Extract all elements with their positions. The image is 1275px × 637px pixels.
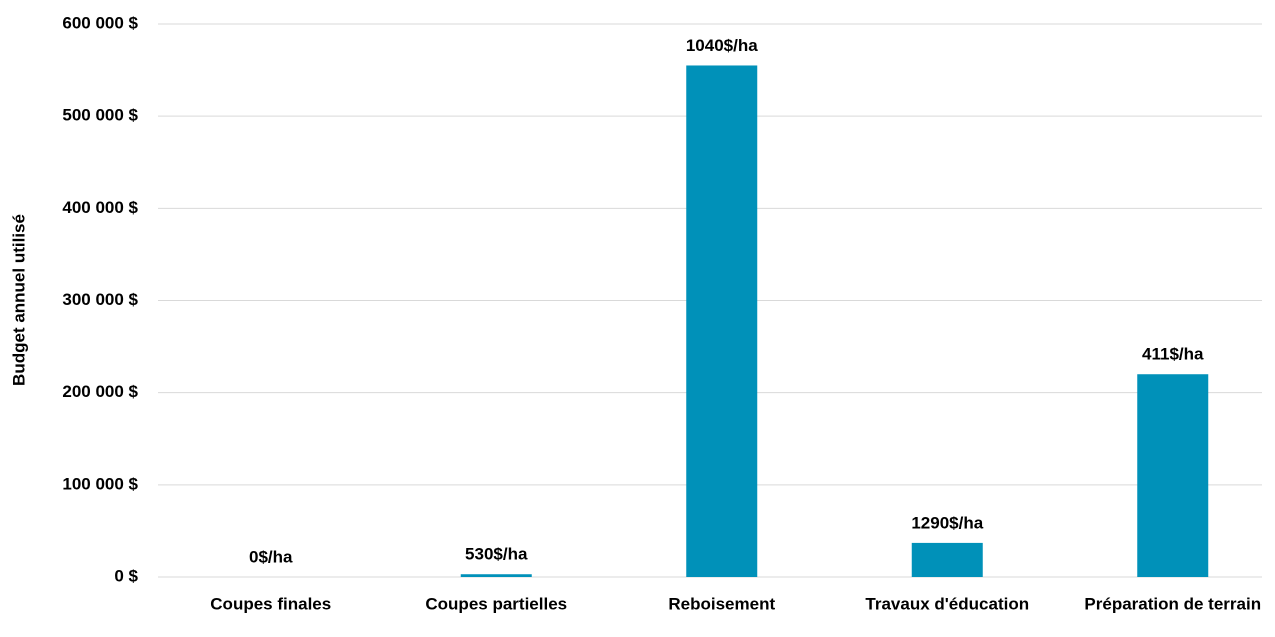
x-tick-label: Préparation de terrain xyxy=(1084,594,1261,613)
y-tick-label: 600 000 $ xyxy=(62,13,138,32)
bar xyxy=(686,65,758,577)
y-tick-label: 0 $ xyxy=(114,566,138,585)
x-tick-label: Coupes finales xyxy=(210,594,331,613)
x-tick-label: Coupes partielles xyxy=(425,594,567,613)
bar xyxy=(911,542,983,577)
bar-annotation: 411$/ha xyxy=(1142,345,1204,364)
y-tick-label: 200 000 $ xyxy=(62,382,138,401)
bar xyxy=(460,574,532,577)
bar-annotation: 1290$/ha xyxy=(911,513,983,532)
x-tick-label: Travaux d'éducation xyxy=(865,594,1029,613)
y-tick-label: 100 000 $ xyxy=(62,474,138,493)
y-tick-label: 400 000 $ xyxy=(62,198,138,217)
y-tick-label: 300 000 $ xyxy=(62,290,138,309)
bar-annotation: 530$/ha xyxy=(465,545,528,564)
y-axis-title: Budget annuel utilisé xyxy=(9,214,28,386)
x-tick-label: Reboisement xyxy=(668,594,775,613)
bar xyxy=(1137,374,1209,577)
bar-annotation: 1040$/ha xyxy=(686,36,758,55)
bar-annotation: 0$/ha xyxy=(249,547,293,566)
y-tick-label: 500 000 $ xyxy=(62,106,138,125)
